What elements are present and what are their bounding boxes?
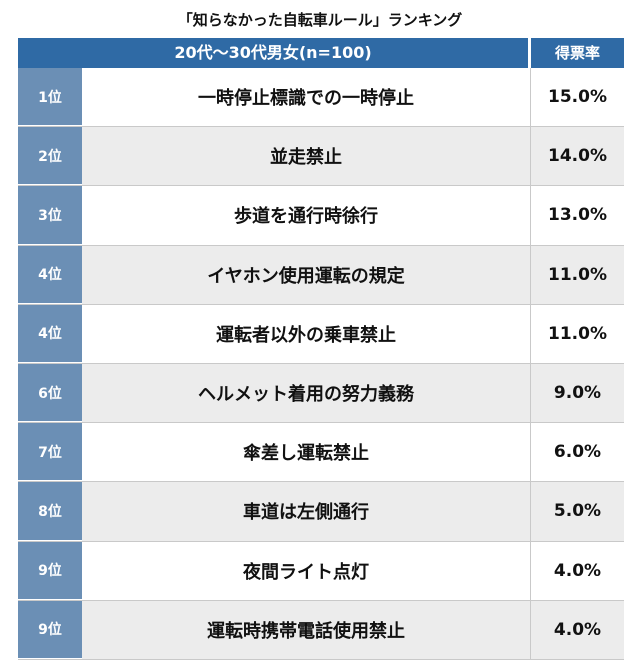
rule-cell: 一時停止標識での一時停止	[82, 68, 531, 127]
rule-cell: 運転時携帯電話使用禁止	[82, 600, 531, 659]
rank-cell: 3位	[18, 186, 82, 245]
rule-cell: 傘差し運転禁止	[82, 423, 531, 482]
rule-cell: 夜間ライト点灯	[82, 541, 531, 600]
chart-title: 「知らなかった自転車ルール」ランキング	[177, 11, 463, 29]
table-body: 1位 一時停止標識での一時停止 15.0% 2位 並走禁止 14.0% 3位 歩道を通行時徐行…	[18, 68, 624, 660]
rule-cell: 車道は左側通行	[82, 482, 531, 541]
table-row: 1位 一時停止標識での一時停止 15.0%	[18, 68, 624, 128]
table-row: 3位 歩道を通行時徐行 13.0%	[18, 186, 624, 246]
table-row: 9位 運転時携帯電話使用禁止 4.0%	[18, 600, 624, 660]
rank-cell: 8位	[18, 482, 82, 541]
rank-cell: 7位	[18, 423, 82, 482]
ranking-table: 20代〜30代男女(n=100) 得票率 1位 一時停止標識での一時停止 15.0%…	[18, 38, 624, 660]
rule-cell: ヘルメット着用の努力義務	[82, 363, 531, 423]
vote-rate-cell: 4.0%	[531, 541, 624, 600]
rank-cell: 2位	[18, 127, 82, 186]
table-row: 8位 車道は左側通行 5.0%	[18, 482, 624, 542]
table-row: 4位 イヤホン使用運転の規定 11.0%	[18, 245, 624, 305]
header-value-label: 得票率	[531, 38, 624, 68]
vote-rate-cell: 11.0%	[531, 245, 624, 304]
rank-cell: 6位	[18, 363, 82, 423]
table-row: 4位 運転者以外の乗車禁止 11.0%	[18, 304, 624, 364]
table-row: 9位 夜間ライト点灯 4.0%	[18, 541, 624, 601]
vote-rate-cell: 14.0%	[531, 127, 624, 186]
table-row: 2位 並走禁止 14.0%	[18, 127, 624, 187]
rule-cell: 運転者以外の乗車禁止	[82, 304, 531, 363]
vote-rate-cell: 5.0%	[531, 482, 624, 541]
rank-cell: 9位	[18, 541, 82, 600]
vote-rate-cell: 9.0%	[531, 363, 624, 423]
rank-cell: 1位	[18, 68, 82, 127]
table-header: 20代〜30代男女(n=100) 得票率	[18, 38, 624, 68]
rank-cell: 4位	[18, 304, 82, 363]
rank-cell: 9位	[18, 600, 82, 659]
vote-rate-cell: 15.0%	[531, 68, 624, 127]
vote-rate-cell: 4.0%	[531, 600, 624, 659]
rule-cell: イヤホン使用運転の規定	[82, 245, 531, 304]
rule-cell: 並走禁止	[82, 127, 531, 186]
header-group-label: 20代〜30代男女(n=100)	[18, 38, 531, 68]
vote-rate-cell: 13.0%	[531, 186, 624, 245]
vote-rate-cell: 11.0%	[531, 304, 624, 363]
table-row: 7位 傘差し運転禁止 6.0%	[18, 423, 624, 483]
rank-cell: 4位	[18, 245, 82, 304]
table-row: 6位 ヘルメット着用の努力義務 9.0%	[18, 363, 624, 424]
rule-cell: 歩道を通行時徐行	[82, 186, 531, 245]
vote-rate-cell: 6.0%	[531, 423, 624, 482]
